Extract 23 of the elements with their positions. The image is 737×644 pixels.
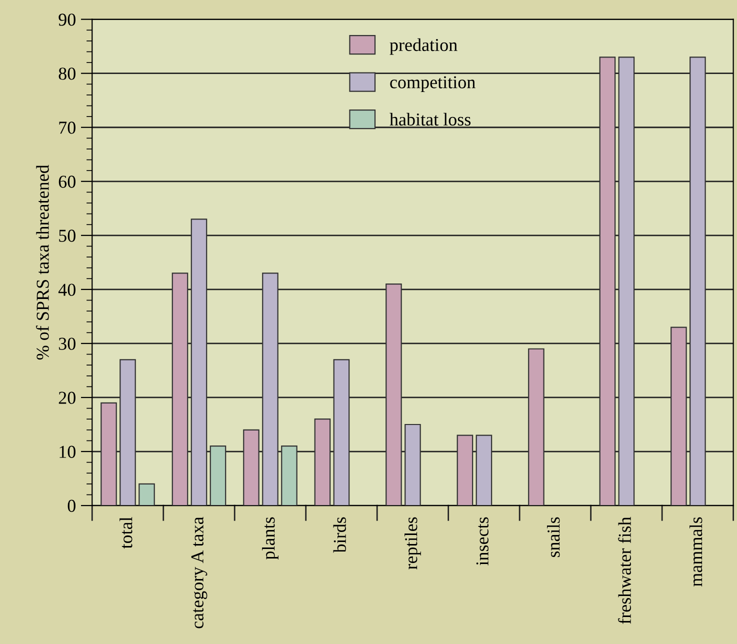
y-tick-label: 80 [58, 68, 76, 80]
x-tick-label: category A taxa [191, 516, 208, 628]
y-tick-label: 60 [58, 176, 76, 188]
y-tick-label: 40 [58, 284, 76, 296]
x-tick-label: freshwater fish [618, 516, 631, 624]
y-axis-title: % of SPRS taxa threatened [36, 164, 49, 360]
legend-label: habitat loss [390, 112, 471, 126]
y-tick-label: 70 [59, 122, 76, 134]
y-tick-label: 0 [68, 500, 76, 512]
y-tick-label: 90 [58, 14, 76, 26]
x-tick-label: mammals [690, 517, 702, 586]
x-tick-label: insects [476, 517, 488, 566]
x-tick-label: plants [262, 517, 278, 560]
x-tick-label: total [120, 517, 132, 549]
x-tick-label: birds [333, 517, 346, 553]
legend-label: predation [390, 38, 458, 55]
y-tick-label: 30 [58, 338, 76, 350]
y-tick-label: 20 [58, 392, 76, 404]
x-tick-label: reptiles [404, 517, 421, 570]
y-tick-label: 10 [60, 446, 76, 458]
y-tick-label: 50 [59, 230, 76, 242]
x-tick-label: snails [547, 517, 560, 558]
legend-label: competition [390, 76, 476, 92]
